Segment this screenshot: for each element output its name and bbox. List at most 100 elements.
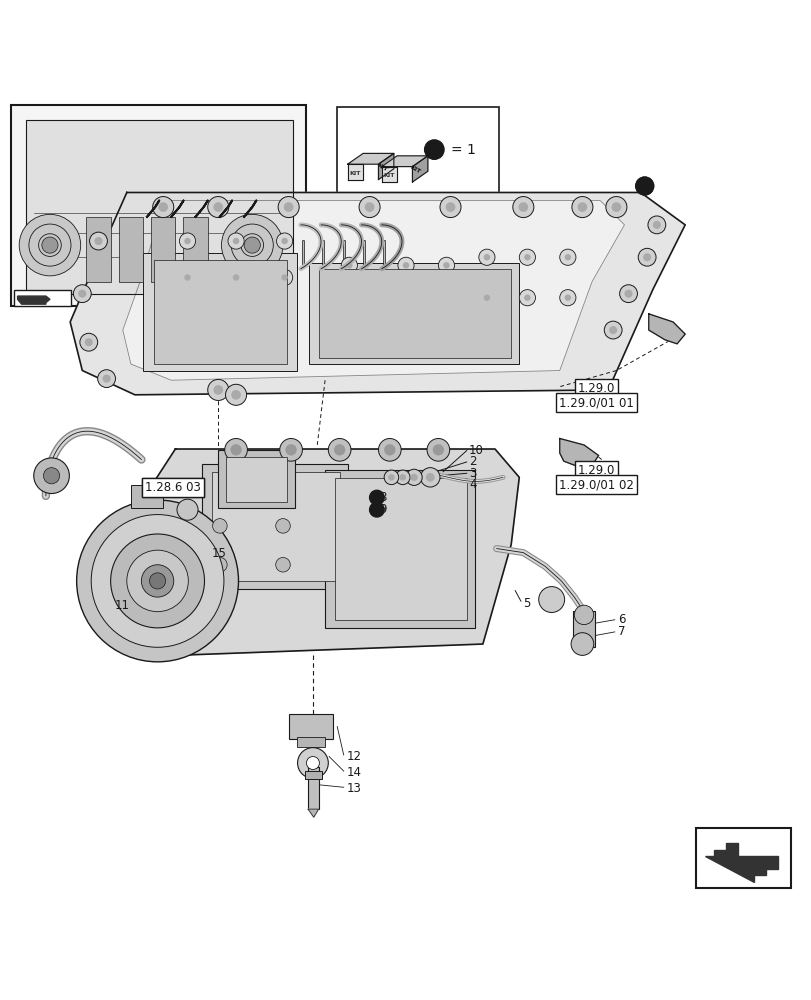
Bar <box>288 714 333 739</box>
Circle shape <box>97 370 115 388</box>
Circle shape <box>127 550 188 612</box>
Circle shape <box>518 202 527 212</box>
Circle shape <box>524 254 530 260</box>
Circle shape <box>231 224 273 266</box>
Circle shape <box>276 519 290 533</box>
Circle shape <box>384 444 395 455</box>
Circle shape <box>233 238 239 244</box>
Circle shape <box>44 468 59 484</box>
Circle shape <box>519 249 534 265</box>
Text: KIT: KIT <box>384 173 395 178</box>
Circle shape <box>297 748 328 778</box>
Circle shape <box>208 379 229 400</box>
Bar <box>131 485 163 508</box>
Bar <box>296 737 324 747</box>
Text: 11: 11 <box>114 599 130 612</box>
Text: 1.29.0/01 02: 1.29.0/01 02 <box>558 478 633 491</box>
Circle shape <box>152 197 174 218</box>
Circle shape <box>177 499 198 520</box>
Text: 9: 9 <box>379 503 386 516</box>
Circle shape <box>225 438 247 461</box>
Circle shape <box>285 444 296 455</box>
Circle shape <box>221 214 283 276</box>
Bar <box>151 217 175 282</box>
Text: 7: 7 <box>617 625 624 638</box>
Circle shape <box>84 338 92 346</box>
Circle shape <box>564 294 570 301</box>
Circle shape <box>624 290 632 298</box>
Circle shape <box>402 262 409 269</box>
Circle shape <box>79 333 97 351</box>
Text: 1.28.6 03: 1.28.6 03 <box>145 481 200 494</box>
Circle shape <box>284 202 293 212</box>
Text: 4: 4 <box>469 478 476 491</box>
Polygon shape <box>559 438 598 468</box>
Circle shape <box>395 470 410 485</box>
Circle shape <box>519 290 534 306</box>
Circle shape <box>110 534 204 628</box>
Circle shape <box>364 202 374 212</box>
Text: 2: 2 <box>469 455 476 468</box>
Text: 13: 13 <box>346 782 362 795</box>
Text: = 1: = 1 <box>450 143 474 157</box>
Circle shape <box>388 474 394 481</box>
Circle shape <box>559 290 575 306</box>
Circle shape <box>358 197 380 218</box>
Circle shape <box>225 384 247 405</box>
Circle shape <box>642 253 650 261</box>
Circle shape <box>635 177 653 195</box>
Bar <box>153 260 287 364</box>
Circle shape <box>378 438 401 461</box>
Circle shape <box>179 269 195 286</box>
Bar <box>202 464 347 589</box>
Text: 6: 6 <box>617 613 624 626</box>
Circle shape <box>231 390 241 400</box>
Polygon shape <box>705 843 777 882</box>
Circle shape <box>524 294 530 301</box>
Polygon shape <box>381 156 427 167</box>
Circle shape <box>513 197 533 218</box>
Circle shape <box>328 438 350 461</box>
Circle shape <box>277 269 292 286</box>
Circle shape <box>369 490 384 505</box>
Circle shape <box>244 237 260 253</box>
Circle shape <box>369 502 384 517</box>
Circle shape <box>212 557 227 572</box>
Circle shape <box>241 234 264 256</box>
Circle shape <box>233 274 239 281</box>
Circle shape <box>158 202 168 212</box>
Circle shape <box>440 197 461 218</box>
Circle shape <box>603 321 621 339</box>
Polygon shape <box>347 164 363 180</box>
Text: KIT: KIT <box>350 171 361 176</box>
Circle shape <box>230 444 242 455</box>
Text: KIT: KIT <box>375 162 388 172</box>
Polygon shape <box>378 153 393 180</box>
Circle shape <box>478 290 495 306</box>
Circle shape <box>399 474 406 481</box>
Text: 10: 10 <box>469 444 483 457</box>
Circle shape <box>277 233 292 249</box>
Circle shape <box>228 233 244 249</box>
Circle shape <box>426 473 434 482</box>
Circle shape <box>559 249 575 265</box>
Bar <box>695 828 790 888</box>
Circle shape <box>278 197 298 218</box>
Circle shape <box>179 233 195 249</box>
Text: 14: 14 <box>346 766 362 779</box>
Bar <box>212 472 339 581</box>
Circle shape <box>94 237 102 245</box>
Circle shape <box>647 216 665 234</box>
Bar <box>334 478 466 620</box>
Circle shape <box>619 285 637 303</box>
Polygon shape <box>70 192 684 395</box>
Circle shape <box>212 519 227 533</box>
Bar <box>11 105 306 306</box>
Circle shape <box>281 238 287 244</box>
Bar <box>143 253 296 371</box>
Circle shape <box>611 202 620 212</box>
Bar <box>308 263 519 364</box>
Circle shape <box>420 468 440 487</box>
Circle shape <box>445 202 455 212</box>
Polygon shape <box>106 449 519 655</box>
